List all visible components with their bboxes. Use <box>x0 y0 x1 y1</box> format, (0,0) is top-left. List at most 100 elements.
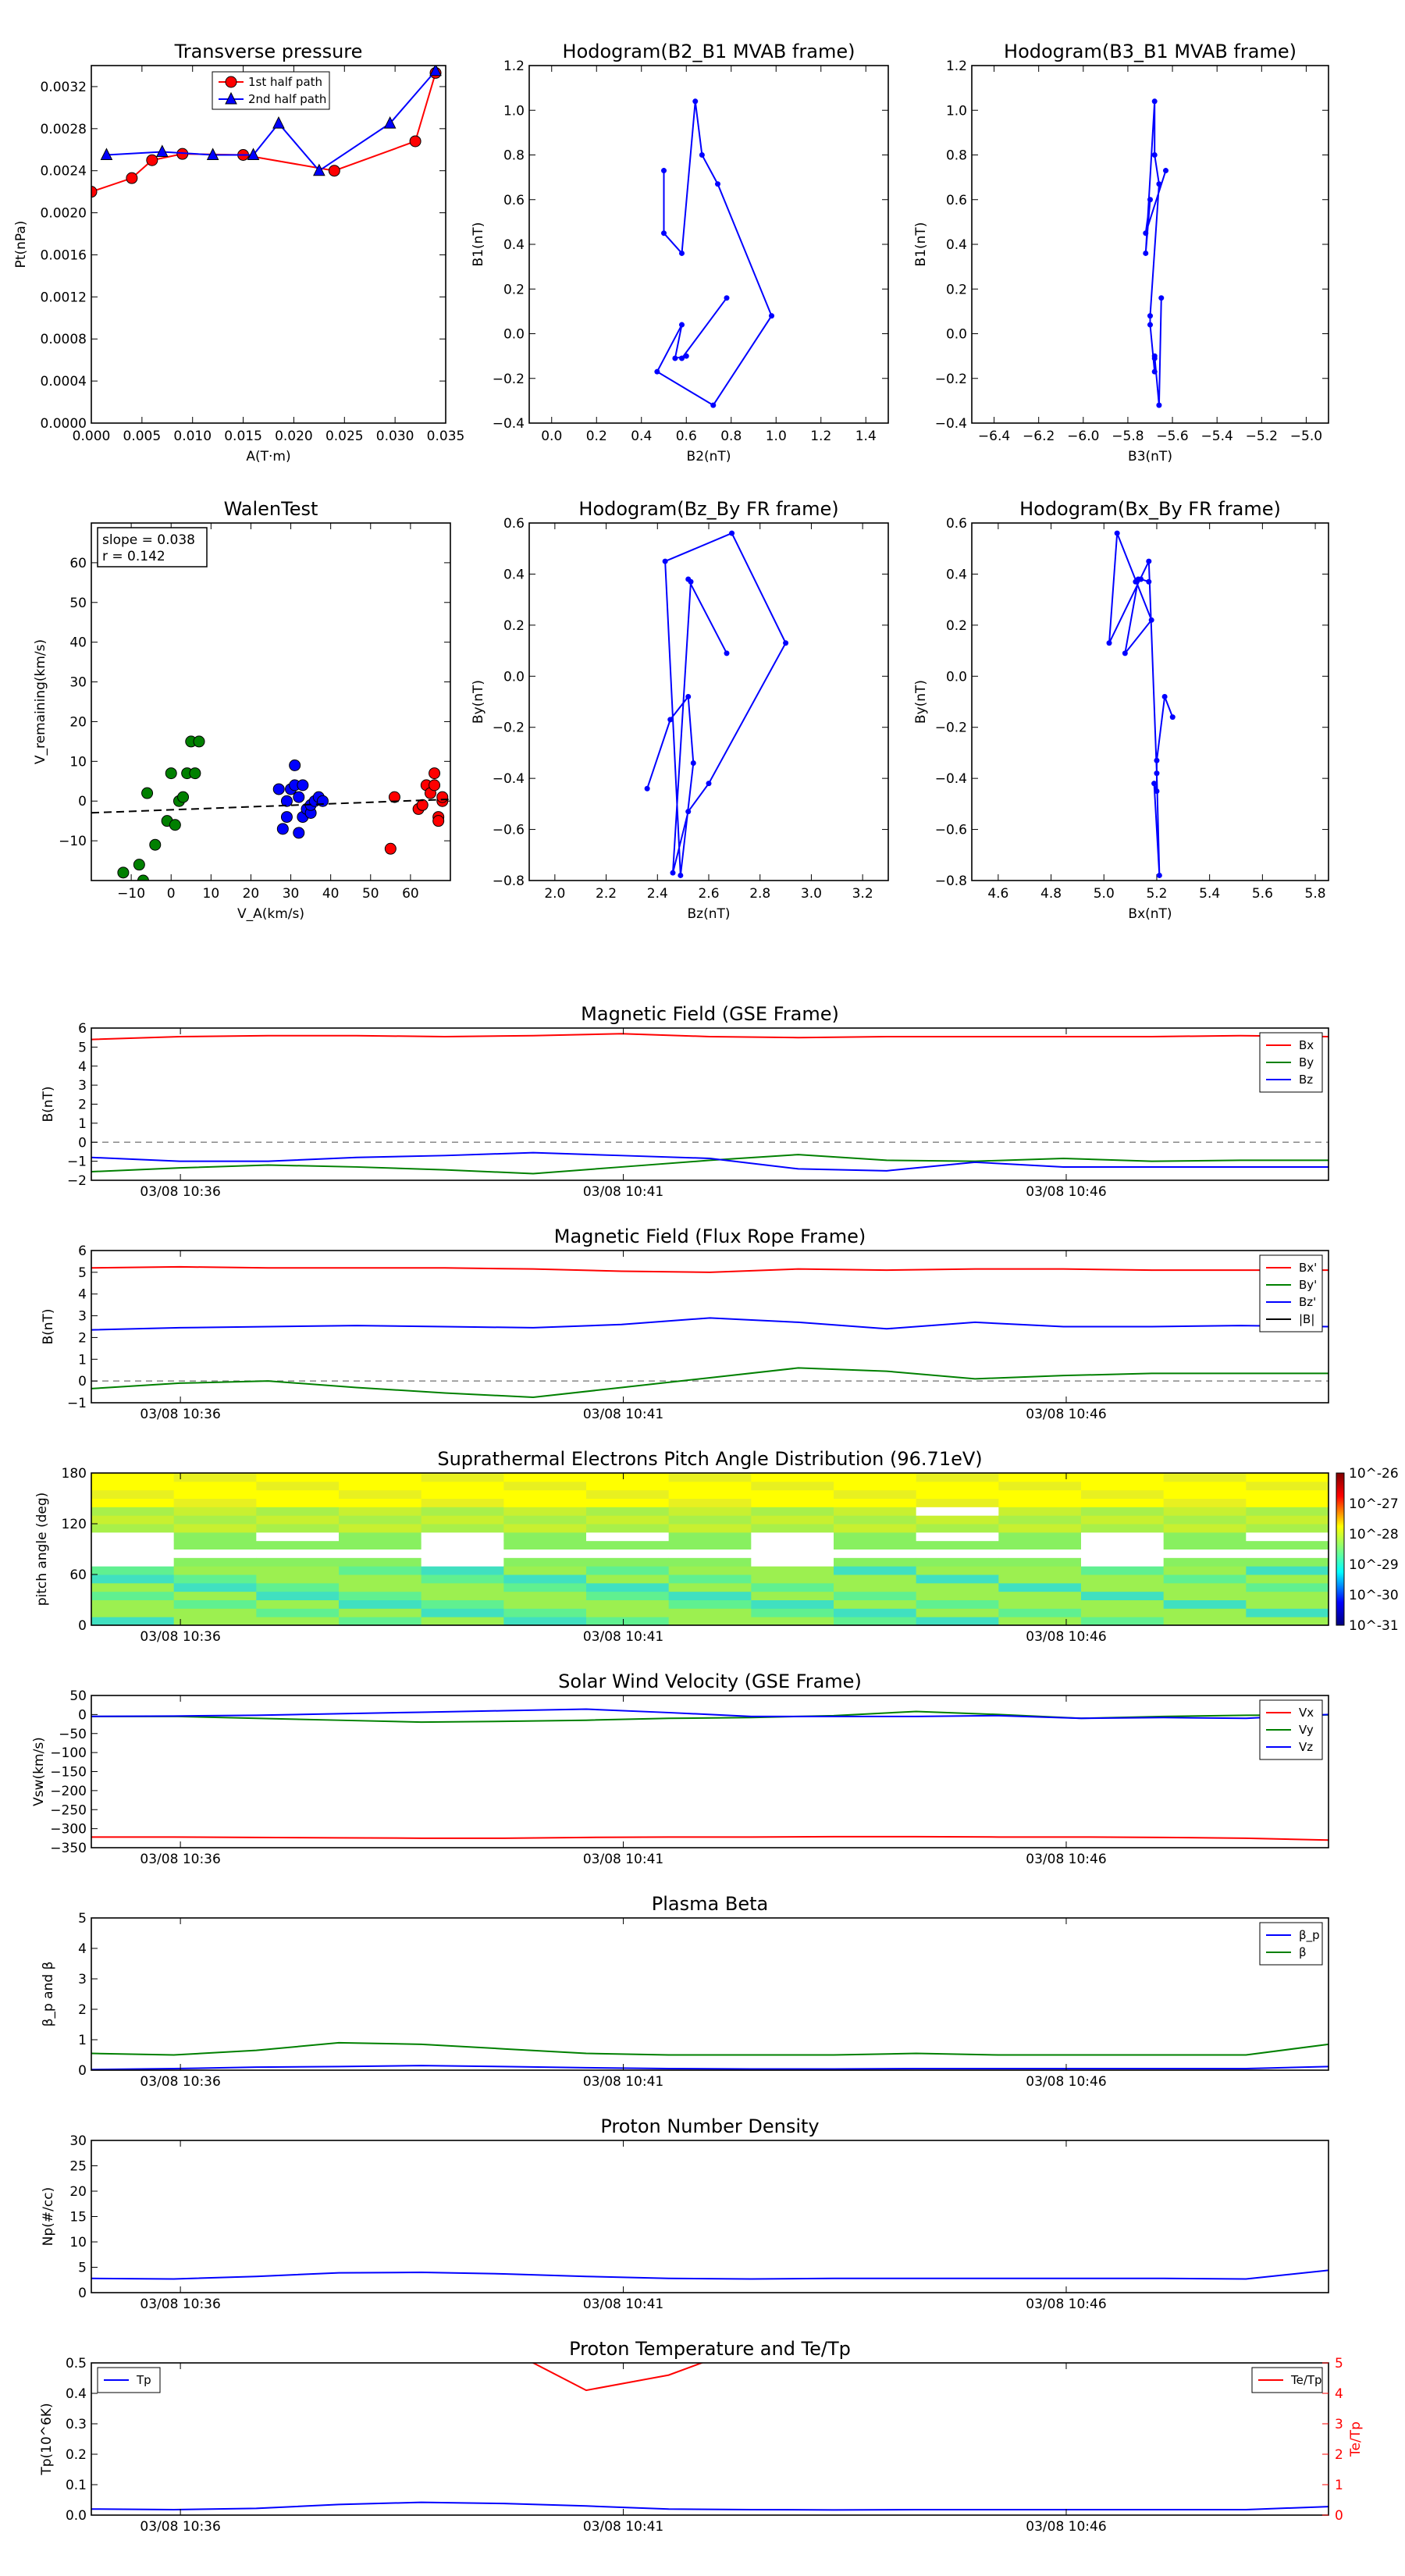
h1-xtick-label: 0.6 <box>676 429 697 444</box>
heatmap-cell <box>1081 1481 1165 1491</box>
mag_fr-ytick-label: −1 <box>67 1396 87 1411</box>
heatmap-cell <box>916 1540 999 1550</box>
data-point <box>1146 578 1152 585</box>
walen-ytick-label: 40 <box>69 635 87 651</box>
data-point <box>1122 650 1128 656</box>
heatmap-cell <box>173 1608 257 1617</box>
walen-xtick-label: 30 <box>283 886 300 902</box>
np-ytick-label: 25 <box>69 2159 87 2175</box>
heatmap-cell <box>998 1524 1082 1533</box>
plot-frame <box>971 522 1329 881</box>
h2-xtick-label: −6.2 <box>1023 429 1055 444</box>
heatmap-cell <box>998 1498 1082 1507</box>
y-axis-label: B(nT) <box>41 1086 56 1122</box>
vsw-ytick-label: 0 <box>78 1707 87 1723</box>
data-point <box>654 368 660 375</box>
y-axis-label: B1(nT) <box>471 222 486 267</box>
heatmap-cell <box>751 1599 834 1609</box>
heatmap-cell <box>91 1524 175 1533</box>
data-point <box>297 779 309 792</box>
h2-ytick-label: 0.0 <box>946 327 967 343</box>
data-point <box>692 98 699 105</box>
heatmap-cell <box>1246 1566 1329 1575</box>
heatmap-cell <box>1163 1617 1247 1626</box>
heatmap-cell <box>1163 1574 1247 1584</box>
chart-title: Hodogram(Bx_By FR frame) <box>1019 498 1281 520</box>
data-point <box>690 760 696 767</box>
legend-label: Bx <box>1299 1038 1314 1052</box>
walen-ytick-label: 10 <box>69 754 87 770</box>
mag_gse-ytick-label: 5 <box>78 1040 87 1055</box>
heatmap-cell <box>1163 1591 1247 1600</box>
heatmap-cell <box>503 1498 587 1507</box>
data-point <box>137 874 149 881</box>
pad-xtick-label: 03/08 10:46 <box>1026 1629 1106 1645</box>
data-point <box>1151 781 1158 787</box>
plot-frame <box>91 2362 1329 2516</box>
data-point <box>1169 714 1176 720</box>
chart-title: Magnetic Field (GSE Frame) <box>581 1003 839 1025</box>
heatmap-cell <box>668 1481 752 1491</box>
heatmap-cell <box>1246 1582 1329 1592</box>
data-point <box>436 791 449 803</box>
y-axis-label: Pt(nPa) <box>13 221 29 269</box>
data-point <box>432 815 445 827</box>
heatmap-cell <box>173 1617 257 1626</box>
h1-ytick-label: −0.4 <box>493 416 525 432</box>
heatmap-cell <box>421 1498 504 1507</box>
heatmap-cell <box>916 1599 999 1609</box>
heatmap-cell <box>668 1566 752 1575</box>
heatmap-cell <box>1081 1591 1165 1600</box>
temp-ytick-label: 0.1 <box>66 2478 87 2493</box>
heatmap-cell <box>1081 1557 1165 1567</box>
heatmap-cell <box>421 1549 504 1558</box>
data-point <box>679 322 685 328</box>
chart-title: Hodogram(B3_B1 MVAB frame) <box>1004 41 1297 62</box>
data-point <box>1147 197 1153 203</box>
vsw-ytick-label: −250 <box>50 1802 87 1818</box>
heatmap-cell <box>256 1582 340 1592</box>
h2-xtick-label: −5.0 <box>1290 429 1322 444</box>
data-point <box>1151 98 1158 105</box>
legend-box <box>1259 1922 1323 1966</box>
heatmap-cell <box>586 1524 670 1533</box>
heatmap-cell <box>256 1515 340 1525</box>
beta-ytick-label: 2 <box>78 2002 87 2018</box>
series-line-Bz' <box>91 1317 1329 1331</box>
data-point <box>1147 313 1153 319</box>
heatmap-cell <box>421 1473 504 1482</box>
heatmap-cell <box>91 1473 175 1482</box>
heatmap-cell <box>1163 1473 1247 1482</box>
beta-ytick-label: 0 <box>78 2063 87 2079</box>
x-axis-label: B2(nT) <box>687 449 731 464</box>
data-point <box>429 779 441 792</box>
h3-xtick-label: 2.8 <box>749 886 770 902</box>
walen-xtick-label: 10 <box>203 886 220 902</box>
legend-label: |B| <box>1299 1312 1314 1326</box>
heatmap-cell <box>173 1515 257 1525</box>
heatmap-cell <box>668 1582 752 1592</box>
data-point <box>670 870 676 876</box>
np-ytick-label: 20 <box>69 2184 87 2200</box>
panel-vsw: Solar Wind Velocity (GSE Frame) −350 −300 −… <box>31 1670 1329 1867</box>
heatmap-cell <box>173 1507 257 1516</box>
heatmap-cell <box>751 1549 834 1558</box>
data-point <box>1114 530 1120 536</box>
series-line-By' <box>91 1367 1329 1399</box>
tp-ytick-label: 0.0032 <box>41 80 87 95</box>
series-line-0 <box>1108 532 1174 876</box>
chart-title: Transverse pressure <box>174 41 363 62</box>
heatmap-cell <box>503 1507 587 1516</box>
y-axis-label: B1(nT) <box>913 222 929 267</box>
series-line-1 <box>106 70 436 173</box>
data-point <box>699 152 705 158</box>
data-point <box>678 872 684 878</box>
heatmap-cell <box>503 1574 587 1584</box>
heatmap-cell <box>91 1608 175 1617</box>
data-point <box>429 66 442 76</box>
data-point <box>1133 578 1139 585</box>
heatmap-cell <box>668 1557 752 1567</box>
heatmap-cell <box>421 1524 504 1533</box>
heatmap-cell <box>586 1566 670 1575</box>
data-point <box>662 558 668 564</box>
